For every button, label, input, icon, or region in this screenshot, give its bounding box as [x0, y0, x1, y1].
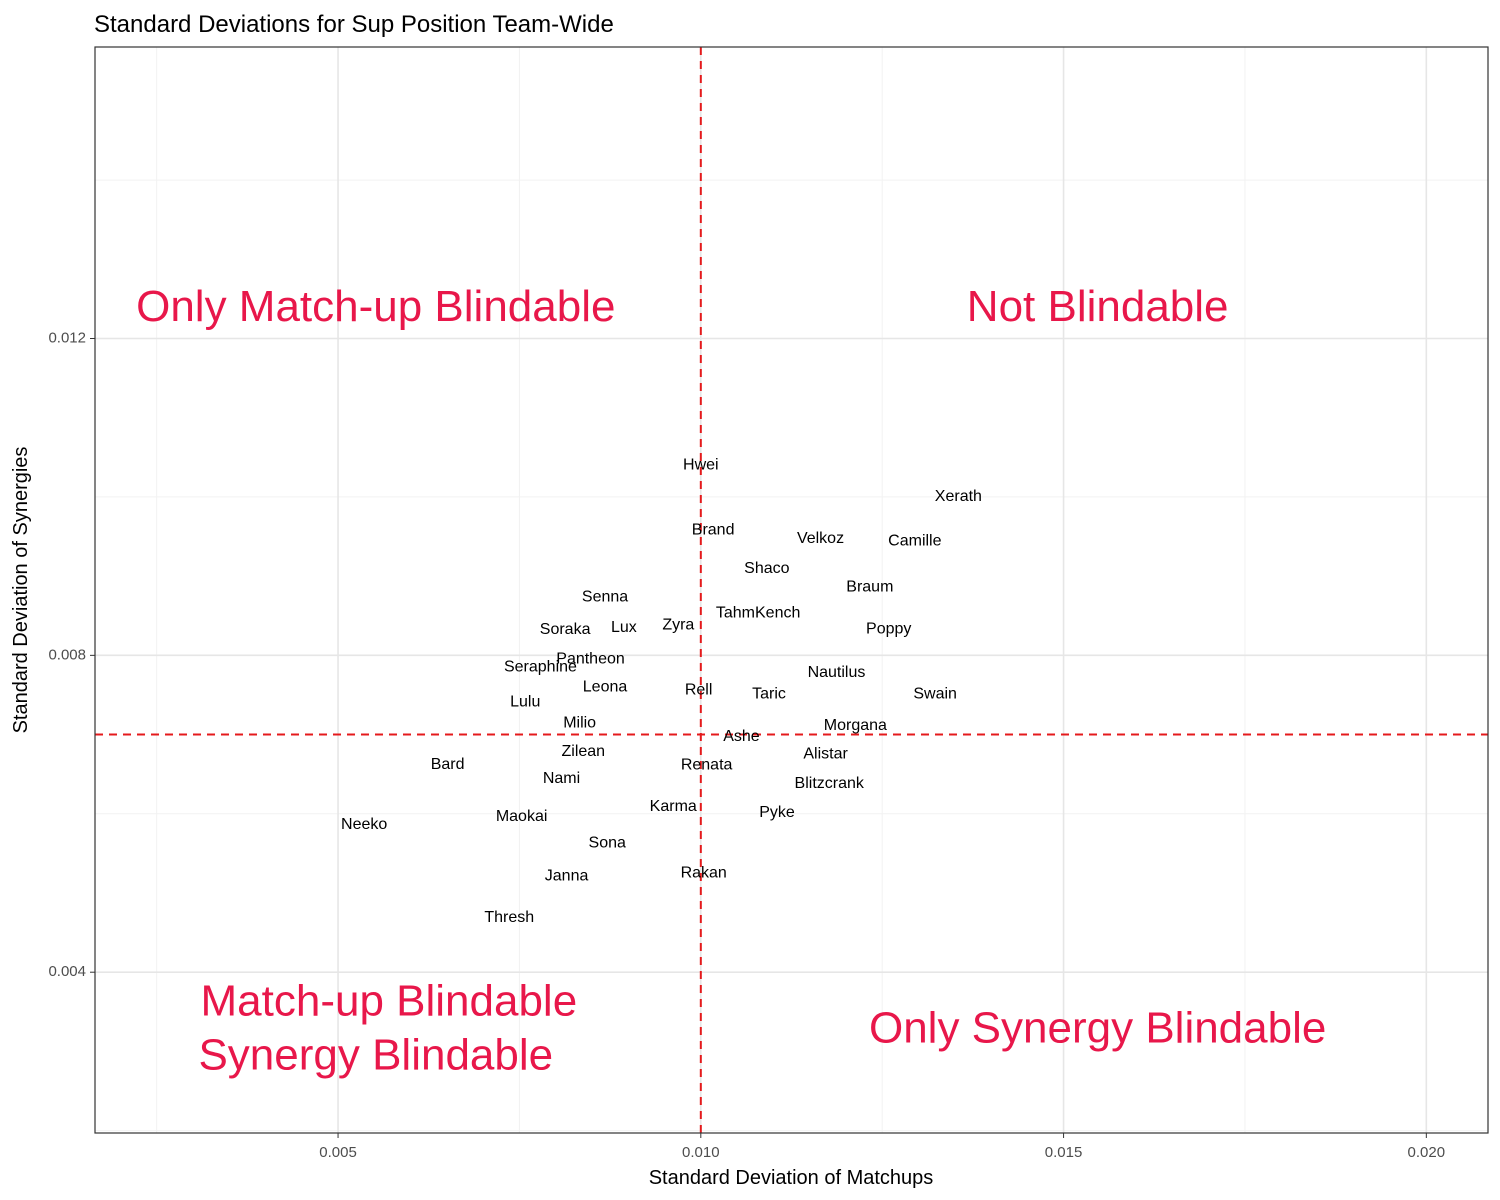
point-label: Janna — [545, 868, 589, 885]
point-label: Pantheon — [556, 651, 625, 668]
quadrant-label: Only Synergy Blindable — [869, 1003, 1326, 1052]
plot-panel: Only Match-up Blindable Not Blindable Matc… — [94, 46, 1489, 1134]
point-label: Brand — [692, 521, 735, 538]
point-label: Nautilus — [808, 664, 866, 681]
y-tick-label: 0.008 — [48, 646, 86, 663]
point-label: Senna — [582, 589, 628, 606]
point-label: Bard — [431, 756, 465, 773]
quadrant-label: Synergy Blindable — [198, 1030, 553, 1079]
y-tick-label: 0.012 — [48, 329, 86, 346]
x-tick-label: 0.015 — [1045, 1144, 1083, 1161]
point-label: Lux — [611, 619, 637, 636]
point-label: Alistar — [803, 746, 848, 763]
point-label: Velkoz — [797, 530, 844, 547]
point-label: Neeko — [341, 816, 387, 833]
quadrant-label: Match-up Blindable — [201, 977, 578, 1026]
point-label: Hwei — [683, 456, 719, 473]
x-tick-label: 0.005 — [319, 1144, 357, 1161]
chart-title: Standard Deviations for Sup Position Tea… — [94, 11, 614, 38]
quadrant-annotations: Only Match-up Blindable Not Blindable Matc… — [136, 282, 1326, 1080]
quadrant-label: Not Blindable — [967, 282, 1229, 331]
plot-border — [94, 46, 1489, 1134]
point-label: TahmKench — [716, 605, 801, 622]
point-label: Soraka — [540, 621, 591, 638]
point-labels: Hwei Xerath Brand Velkoz Camille Shaco Braum Se… — [341, 456, 982, 925]
grid-lines — [95, 47, 1488, 1133]
y-axis: 0.004 0.008 0.012 — [48, 329, 95, 980]
x-axis: 0.005 0.010 0.015 0.020 — [319, 1133, 1445, 1161]
point-label: Rakan — [681, 864, 727, 881]
point-label: Poppy — [866, 620, 911, 637]
y-axis-label: Standard Deviation of Synergies — [10, 447, 32, 734]
point-label: Lulu — [510, 693, 540, 710]
point-label: Renata — [681, 757, 733, 774]
point-label: Seraphine — [504, 658, 577, 675]
point-label: Taric — [752, 685, 786, 702]
point-label: Milio — [563, 715, 596, 732]
point-label: Morgana — [824, 717, 887, 734]
quadrant-label: Only Match-up Blindable — [136, 282, 615, 331]
point-label: Camille — [888, 533, 941, 550]
point-label: Shaco — [744, 560, 789, 577]
point-label: Braum — [846, 578, 893, 595]
x-tick-label: 0.010 — [682, 1144, 720, 1161]
point-label: Ashe — [723, 728, 760, 745]
x-tick-label: 0.020 — [1408, 1144, 1446, 1161]
point-label: Rell — [685, 681, 713, 698]
point-label: Leona — [583, 678, 628, 695]
point-label: Xerath — [935, 488, 982, 505]
plot-area — [95, 47, 1488, 1133]
point-label: Thresh — [484, 909, 534, 926]
point-label: Zyra — [662, 616, 694, 633]
point-label: Karma — [650, 798, 697, 815]
x-axis-label: Standard Deviation of Matchups — [649, 1167, 934, 1189]
point-label: Swain — [913, 685, 957, 702]
point-label: Nami — [543, 770, 580, 787]
y-tick-label: 0.004 — [48, 963, 86, 980]
point-label: Zilean — [561, 743, 605, 760]
point-label: Blitzcrank — [795, 775, 865, 792]
point-label: Pyke — [759, 804, 795, 821]
point-label: Sona — [589, 834, 626, 851]
point-label: Maokai — [496, 808, 548, 825]
